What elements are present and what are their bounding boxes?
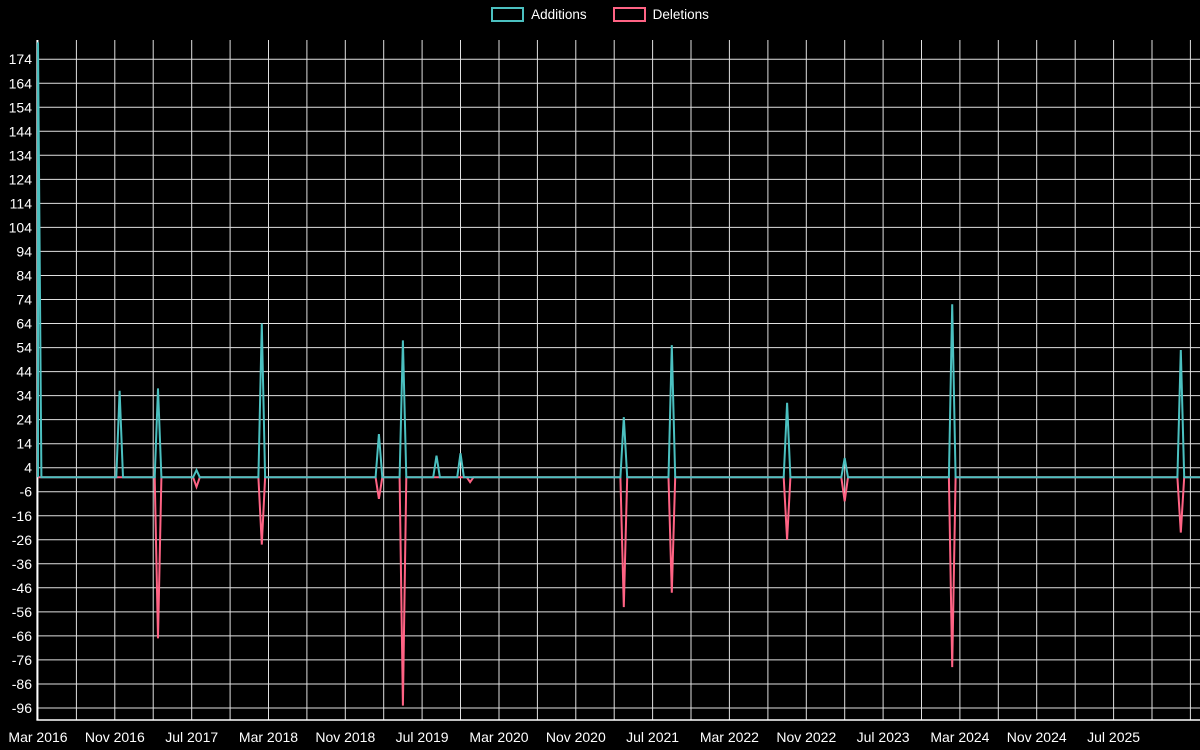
- svg-text:Mar 2016: Mar 2016: [8, 729, 67, 745]
- svg-text:-56: -56: [12, 604, 32, 620]
- svg-text:84: 84: [16, 268, 32, 284]
- svg-text:Nov 2024: Nov 2024: [1007, 729, 1067, 745]
- legend-item-additions[interactable]: Additions: [491, 7, 587, 22]
- svg-text:174: 174: [9, 51, 33, 67]
- svg-text:-86: -86: [12, 676, 32, 692]
- svg-text:Mar 2020: Mar 2020: [469, 729, 528, 745]
- svg-text:-6: -6: [20, 484, 33, 500]
- svg-text:144: 144: [9, 123, 33, 139]
- chart-legend: Additions Deletions: [0, 7, 1200, 22]
- svg-text:-46: -46: [12, 580, 32, 596]
- svg-text:64: 64: [16, 316, 32, 332]
- deletions-line: [38, 476, 1200, 706]
- additions-swatch-icon: [491, 7, 525, 22]
- svg-text:94: 94: [16, 243, 32, 259]
- svg-text:Mar 2022: Mar 2022: [700, 729, 759, 745]
- svg-text:124: 124: [9, 171, 33, 187]
- svg-text:114: 114: [10, 195, 33, 211]
- legend-item-deletions[interactable]: Deletions: [612, 7, 709, 22]
- svg-text:Jul 2021: Jul 2021: [626, 729, 679, 745]
- svg-text:-26: -26: [12, 532, 32, 548]
- svg-text:Nov 2018: Nov 2018: [315, 729, 375, 745]
- svg-text:Nov 2020: Nov 2020: [546, 729, 606, 745]
- svg-text:164: 164: [9, 75, 33, 91]
- svg-text:4: 4: [24, 460, 32, 476]
- additions-legend-label: Additions: [531, 7, 587, 22]
- svg-text:-36: -36: [12, 556, 32, 572]
- svg-text:74: 74: [16, 292, 32, 308]
- svg-text:-96: -96: [12, 700, 32, 716]
- svg-text:Jul 2019: Jul 2019: [396, 729, 449, 745]
- y-axis-labels: 1741641541441341241141049484746454443424…: [9, 51, 33, 716]
- axis-borders: [36, 40, 1200, 721]
- svg-text:Mar 2018: Mar 2018: [239, 729, 298, 745]
- svg-text:34: 34: [16, 388, 32, 404]
- svg-text:Jul 2017: Jul 2017: [165, 729, 218, 745]
- svg-text:Jul 2023: Jul 2023: [857, 729, 910, 745]
- svg-text:134: 134: [9, 147, 33, 163]
- svg-text:54: 54: [16, 340, 32, 356]
- x-axis-labels: Mar 2016 Nov 2016 Jul 2017 Mar 2018 Nov 2018…: [8, 729, 1140, 745]
- svg-text:Nov 2022: Nov 2022: [776, 729, 836, 745]
- svg-text:-76: -76: [12, 652, 32, 668]
- svg-text:-16: -16: [12, 508, 32, 524]
- deletions-legend-label: Deletions: [652, 7, 709, 22]
- svg-text:14: 14: [16, 436, 32, 452]
- svg-text:154: 154: [9, 99, 33, 115]
- svg-text:24: 24: [16, 412, 32, 428]
- additions-line: [37, 42, 1200, 479]
- svg-text:Nov 2016: Nov 2016: [85, 729, 145, 745]
- svg-text:Jul 2025: Jul 2025: [1087, 729, 1140, 745]
- gridlines: [37, 40, 1200, 720]
- deletions-swatch-icon: [612, 7, 646, 22]
- svg-text:44: 44: [16, 364, 32, 380]
- svg-text:104: 104: [9, 219, 33, 235]
- svg-text:-66: -66: [12, 628, 32, 644]
- svg-text:Mar 2024: Mar 2024: [930, 729, 989, 745]
